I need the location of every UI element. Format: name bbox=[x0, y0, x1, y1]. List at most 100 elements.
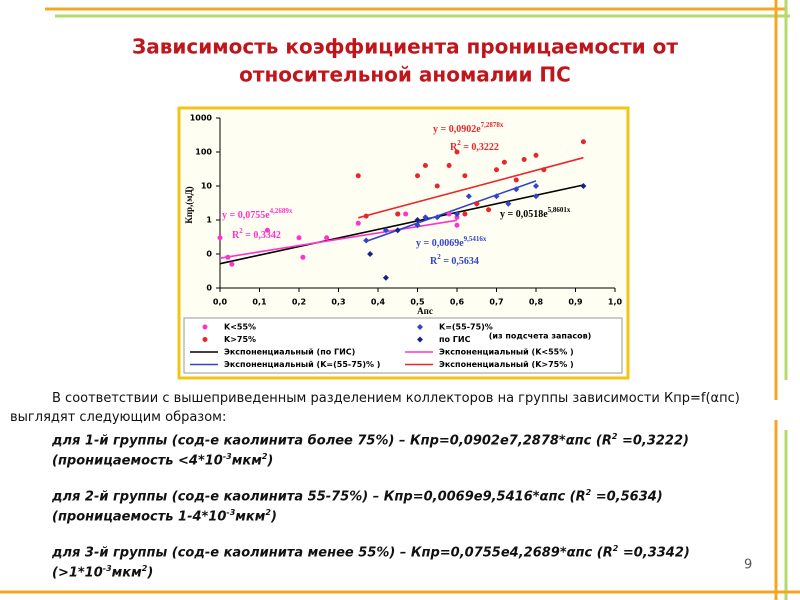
point bbox=[533, 193, 539, 200]
equation-sup: 2 bbox=[457, 139, 461, 147]
x-tick-label: 0,4 bbox=[371, 298, 386, 307]
point bbox=[363, 237, 370, 244]
legend-marker bbox=[417, 324, 423, 330]
point bbox=[394, 227, 401, 234]
x-tick-label: 0,7 bbox=[489, 298, 503, 307]
text-run: для 2-й группы (сод-е каолинита 55-75%) … bbox=[52, 489, 586, 505]
point bbox=[446, 163, 452, 169]
legend-label: Экспоненциальный (по ГИС) bbox=[224, 348, 355, 357]
y-tick-label: 100 bbox=[195, 148, 212, 157]
point bbox=[422, 163, 428, 169]
point bbox=[422, 214, 429, 221]
point bbox=[513, 177, 519, 183]
equation: R2 = 0,3222 bbox=[450, 139, 499, 154]
point bbox=[454, 149, 460, 155]
trend-line bbox=[219, 184, 584, 265]
point bbox=[403, 211, 409, 217]
text-run: ) bbox=[267, 453, 274, 469]
equation-sup: 7,2878x bbox=[481, 121, 504, 129]
point bbox=[434, 214, 441, 221]
point bbox=[225, 254, 231, 260]
point bbox=[521, 157, 527, 163]
y-tick-label: 10 bbox=[201, 182, 213, 191]
equation-tail: = 0,3342 bbox=[243, 230, 281, 241]
equation-text: y = 0,0755e bbox=[222, 210, 270, 221]
point bbox=[300, 254, 306, 260]
point bbox=[355, 173, 361, 179]
y-tick-label: 1000 bbox=[190, 114, 213, 123]
point bbox=[446, 211, 452, 217]
text-run: =0,3222) bbox=[617, 433, 689, 449]
title: Зависимость коэффициента проницаемости о… bbox=[132, 35, 678, 59]
trend-line bbox=[365, 180, 537, 243]
point bbox=[474, 201, 480, 207]
equation-text: y = 0,0518e bbox=[500, 209, 548, 220]
text-run: для 3-й группы (сод-е каолинита менее 55… bbox=[52, 545, 613, 561]
text-run: ) bbox=[147, 565, 154, 581]
point bbox=[513, 186, 520, 193]
legend-box bbox=[183, 317, 623, 374]
x-tick-label: 0,6 bbox=[450, 298, 465, 307]
y-tick-label: 0 bbox=[206, 250, 212, 259]
text-run: выглядят следующим образом: bbox=[10, 410, 227, 425]
note: (из подсчета запасов) bbox=[489, 332, 592, 341]
equation-tail: = 0,5634 bbox=[441, 256, 479, 267]
equation-sup: 5,8601x bbox=[548, 206, 571, 214]
legend-label: K=(55-75)% bbox=[439, 323, 493, 332]
superscript: 2 bbox=[141, 564, 148, 573]
equation-text: R bbox=[430, 256, 438, 267]
superscript: 2 bbox=[611, 432, 618, 441]
superscript: -3 bbox=[102, 564, 112, 573]
y-axis-label: Кпр,(мД) bbox=[184, 186, 194, 223]
legend-label: Экспоненциальный (K=(55-75)% ) bbox=[224, 360, 380, 369]
trend-line bbox=[358, 156, 584, 219]
legend-label: K<55% bbox=[224, 323, 256, 332]
x-tick-label: 0,5 bbox=[410, 298, 425, 307]
text-run: (>1*10 bbox=[52, 565, 103, 581]
equation-tail: = 0,3222 bbox=[461, 142, 499, 153]
text-line: для 1-й группы (сод-е каолинита более 75… bbox=[52, 432, 689, 448]
point bbox=[541, 167, 547, 173]
legend-marker bbox=[202, 324, 208, 330]
legend-marker bbox=[202, 337, 208, 342]
text-run: ) bbox=[270, 509, 277, 525]
point bbox=[501, 159, 507, 165]
x-tick-label: 0,8 bbox=[529, 298, 544, 307]
x-tick-label: 0,9 bbox=[568, 298, 583, 307]
x-tick-label: 0,2 bbox=[292, 298, 306, 307]
text-line: для 2-й группы (сод-е каолинита 55-75%) … bbox=[52, 488, 663, 504]
legend-marker bbox=[417, 336, 423, 343]
equation: y = 0,0069e9,5416x bbox=[416, 235, 487, 250]
equation-sup: 2 bbox=[239, 227, 243, 235]
point bbox=[382, 274, 389, 281]
equation-sup: 9,5416x bbox=[464, 235, 487, 243]
text-line: выглядят следующим образом: bbox=[10, 410, 226, 425]
superscript: -3 bbox=[226, 508, 236, 517]
equation-sup: 2 bbox=[437, 253, 441, 261]
point bbox=[454, 214, 460, 220]
point bbox=[434, 183, 440, 189]
point bbox=[229, 261, 235, 267]
text-run: мкм bbox=[235, 509, 266, 525]
point bbox=[580, 183, 587, 189]
equation-text: R bbox=[450, 142, 458, 153]
point bbox=[454, 222, 460, 228]
x-tick-label: 1,0 bbox=[608, 298, 623, 307]
equation: y = 0,0902e7,2878x bbox=[433, 121, 504, 136]
title: относительной аномалии ПС bbox=[239, 63, 571, 87]
x-tick-label: 0,3 bbox=[331, 298, 345, 307]
point bbox=[462, 173, 468, 179]
text-line: (>1*10-3мкм2) bbox=[52, 564, 153, 580]
equation: R2 = 0,3342 bbox=[232, 227, 281, 242]
equation-text: y = 0,0069e bbox=[416, 238, 464, 249]
superscript: 2 bbox=[265, 508, 271, 517]
point bbox=[217, 235, 223, 241]
equation: y = 0,0518e5,8601x bbox=[500, 206, 571, 221]
superscript: 2 bbox=[261, 452, 268, 461]
point bbox=[533, 152, 539, 158]
text-line: (проницаемость 1-4*10-3мкм2) bbox=[52, 508, 277, 524]
superscript: 2 bbox=[585, 488, 592, 497]
equation: y = 0,0755e4,2689x bbox=[222, 207, 293, 222]
